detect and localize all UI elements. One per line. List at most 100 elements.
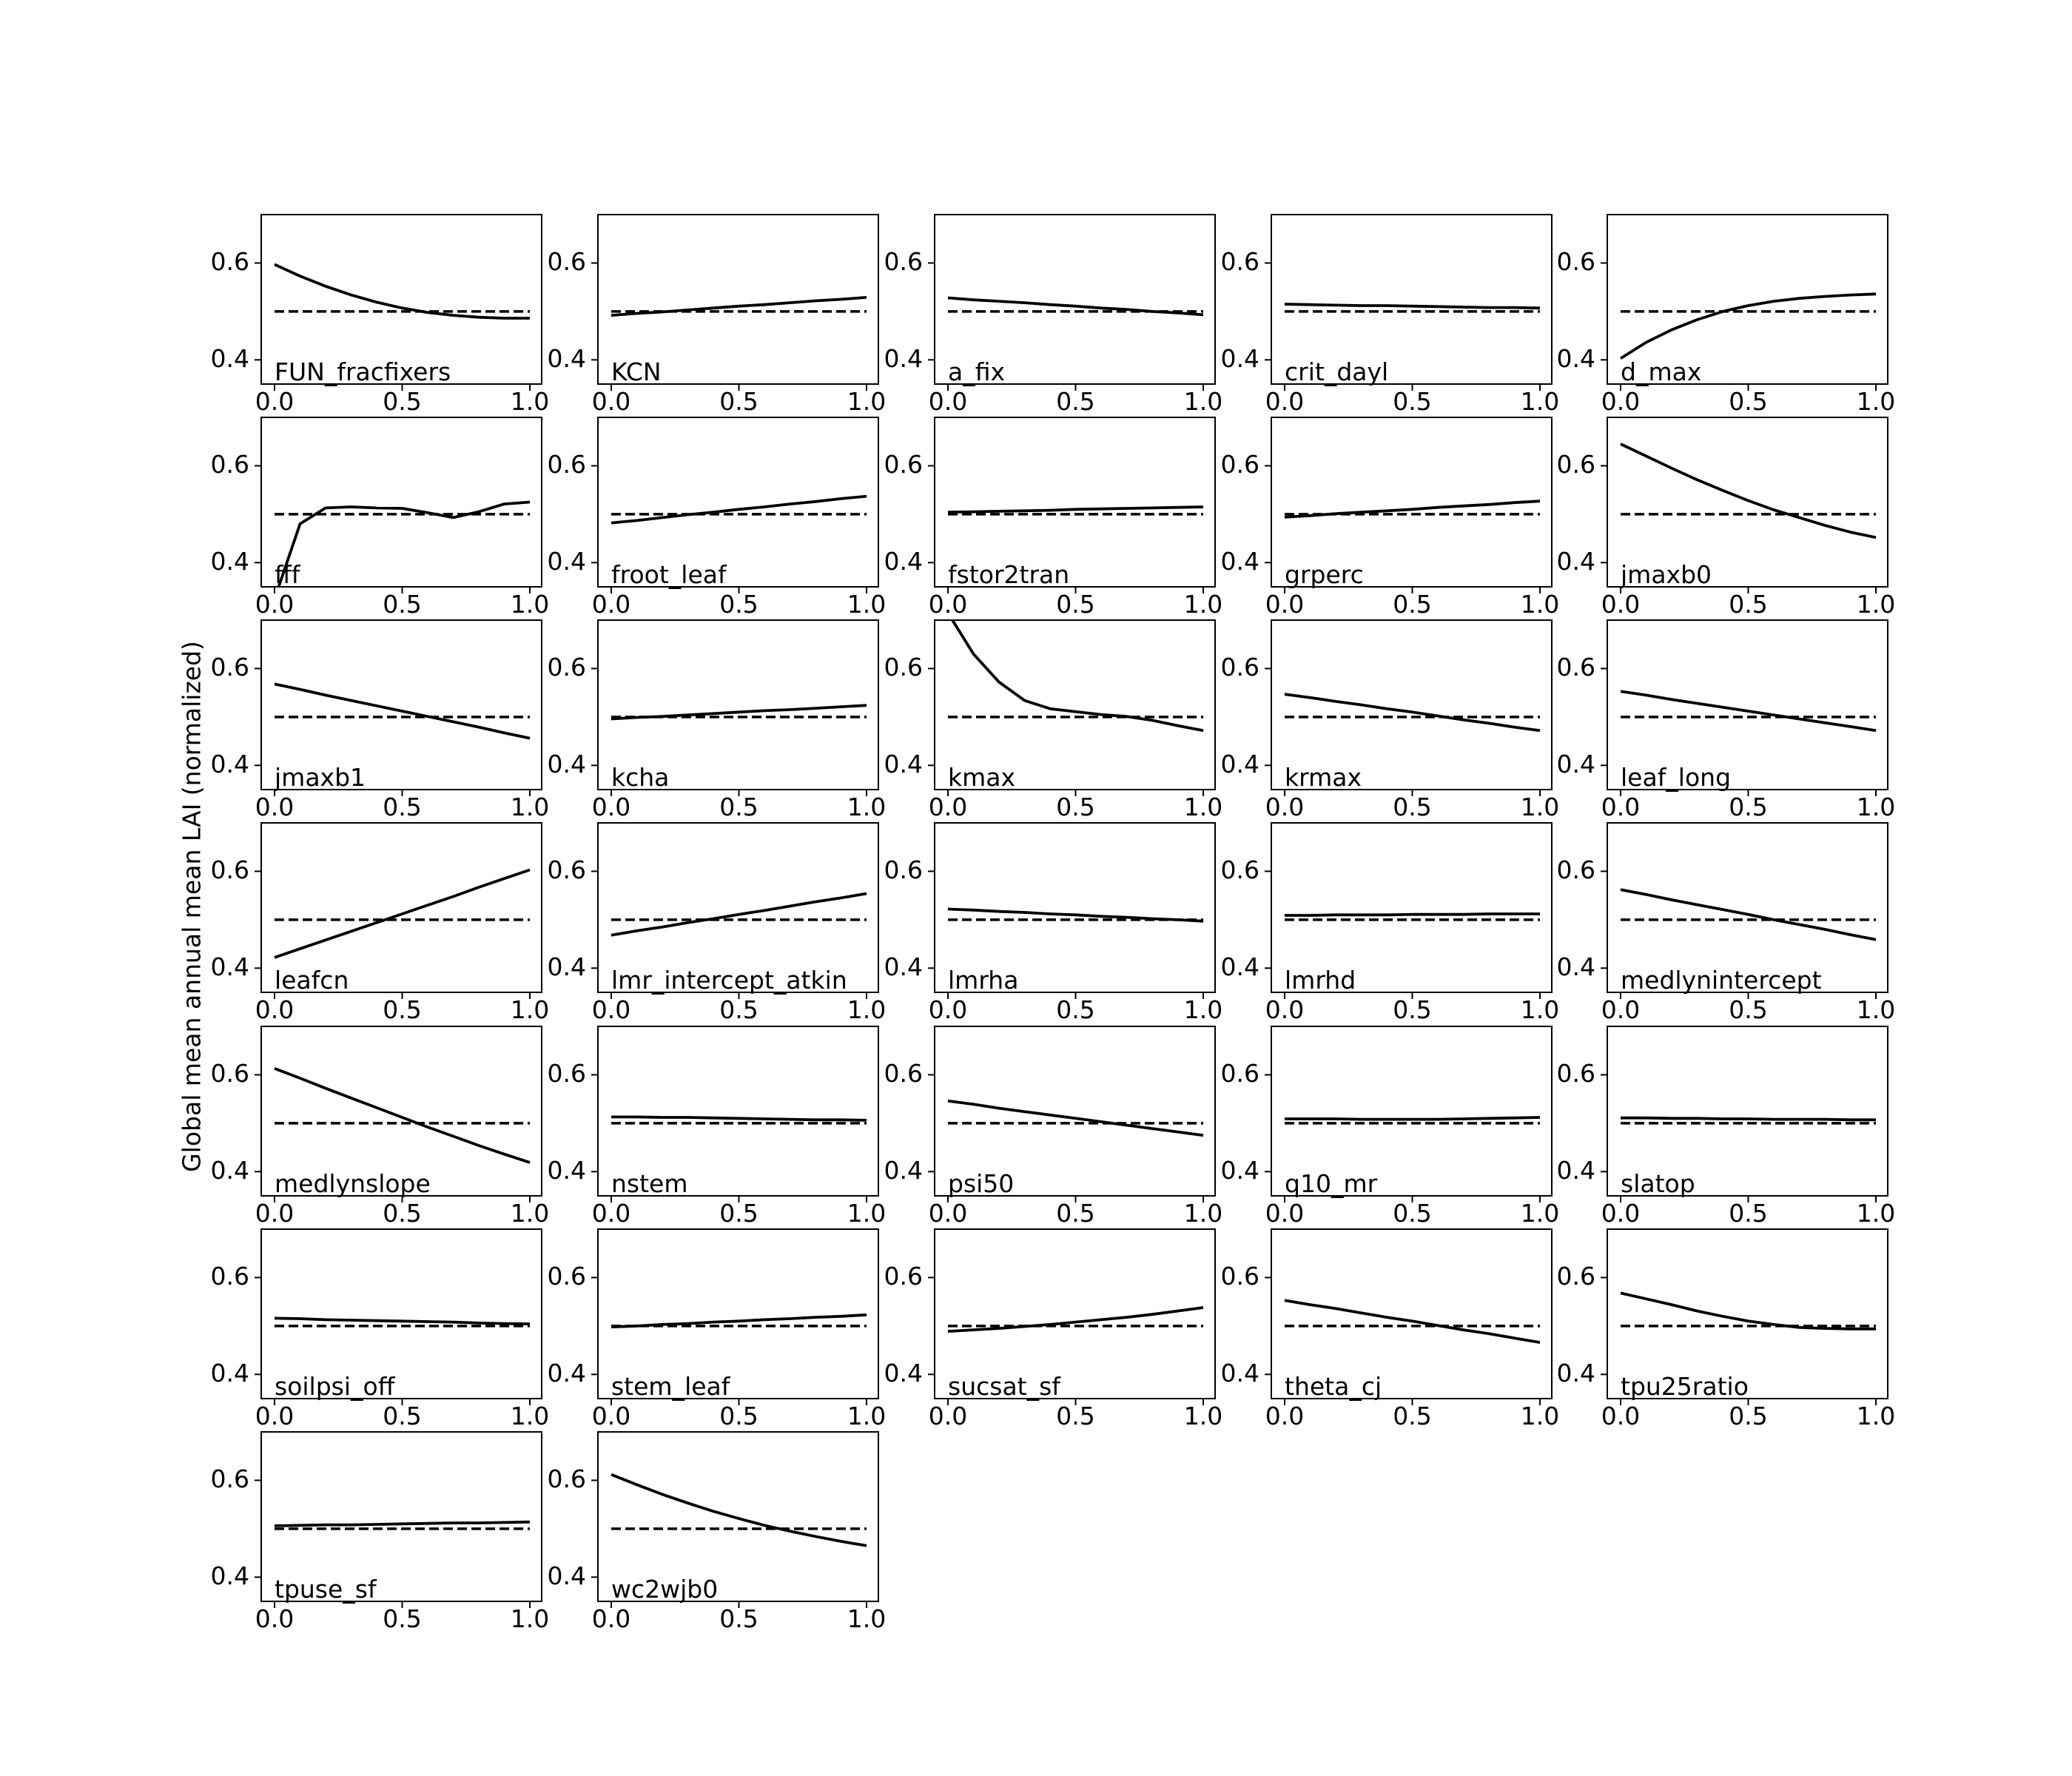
- x-tick-label: 0.5: [719, 1604, 758, 1633]
- x-tick-label: 0.0: [1265, 387, 1304, 416]
- y-tick-label: 0.4: [884, 547, 923, 576]
- x-tick-label: 0.0: [592, 1604, 630, 1633]
- x-tick-label: 0.5: [1056, 793, 1094, 821]
- series-line: [274, 868, 531, 959]
- x-tick-label: 1.0: [847, 1604, 886, 1633]
- x-tick-label: 0.0: [1601, 590, 1640, 619]
- panel-label: slatop: [1621, 1169, 1695, 1198]
- panel-label: wc2wjb0: [611, 1575, 718, 1604]
- x-tick-label: 0.0: [1601, 1402, 1640, 1430]
- x-tick-label: 0.0: [592, 995, 630, 1024]
- series-line: [1284, 303, 1541, 310]
- panel-fff: 0.4 0.6 0.0 0.5 1.0 fff: [211, 417, 549, 619]
- series-line: [1621, 1116, 1876, 1122]
- x-tick-label: 0.0: [592, 1199, 630, 1228]
- y-tick-label: 0.6: [211, 1262, 249, 1291]
- x-tick-label: 1.0: [847, 995, 886, 1024]
- x-tick-label: 0.0: [929, 1199, 967, 1228]
- x-tick-label: 0.0: [1265, 1402, 1304, 1430]
- y-tick-label: 0.6: [1557, 450, 1595, 479]
- x-tick-label: 0.5: [1729, 995, 1767, 1024]
- y-tick-label: 0.4: [211, 1156, 249, 1185]
- y-tick-label: 0.4: [884, 750, 923, 778]
- y-tick-label: 0.4: [548, 750, 586, 778]
- x-tick-label: 0.5: [1393, 590, 1431, 619]
- series-line: [1284, 500, 1541, 519]
- x-tick-label: 0.0: [1265, 1199, 1304, 1228]
- panel-label: jmaxb0: [1620, 560, 1712, 589]
- y-tick-label: 0.4: [548, 547, 586, 576]
- y-tick-label: 0.6: [884, 247, 923, 276]
- x-tick-label: 1.0: [511, 387, 549, 416]
- panel-label: krmax: [1285, 763, 1362, 792]
- x-tick-label: 0.5: [383, 1604, 421, 1633]
- panel-kmax: 0.4 0.6 0.0 0.5 1.0 kmax: [884, 619, 1222, 821]
- y-tick-label: 0.4: [884, 1156, 923, 1185]
- panel-leafcn: 0.4 0.6 0.0 0.5 1.0 leafcn: [211, 822, 549, 1024]
- y-tick-label: 0.4: [211, 547, 249, 576]
- x-tick-label: 1.0: [1521, 1199, 1559, 1228]
- x-tick-label: 1.0: [511, 1402, 549, 1430]
- y-tick-label: 0.6: [548, 247, 586, 276]
- x-tick-label: 0.5: [1056, 1402, 1094, 1430]
- series-line: [610, 296, 867, 317]
- x-tick-label: 0.5: [1056, 387, 1094, 416]
- panel-label: froot_leaf: [611, 560, 727, 589]
- x-tick-label: 1.0: [1184, 590, 1222, 619]
- panel-sucsat_sf: 0.4 0.6 0.0 0.5 1.0 sucsat_sf: [884, 1228, 1222, 1430]
- series-line: [610, 494, 867, 525]
- x-tick-label: 1.0: [511, 590, 549, 619]
- panel-a_fix: 0.4 0.6 0.0 0.5 1.0 a_fix: [884, 214, 1222, 416]
- x-tick-label: 0.0: [929, 793, 967, 821]
- y-tick-label: 0.4: [548, 1156, 586, 1185]
- x-tick-label: 1.0: [511, 1199, 549, 1228]
- panel-d_max: 0.4 0.6 0.0 0.5 1.0 d_max: [1557, 214, 1895, 416]
- x-tick-label: 1.0: [1184, 995, 1222, 1024]
- x-tick-label: 1.0: [1857, 995, 1895, 1024]
- panel-label: fstor2tran: [948, 560, 1069, 589]
- x-tick-label: 0.0: [255, 995, 294, 1024]
- panel-theta_cj: 0.4 0.6 0.0 0.5 1.0 theta_cj: [1221, 1228, 1559, 1430]
- x-tick-label: 0.5: [719, 793, 758, 821]
- x-tick-label: 0.5: [383, 793, 421, 821]
- y-tick-label: 0.4: [548, 952, 586, 981]
- panel-label: medlynintercept: [1621, 966, 1822, 995]
- x-tick-label: 0.0: [255, 1402, 294, 1430]
- x-tick-label: 0.5: [383, 995, 421, 1024]
- x-tick-label: 1.0: [847, 590, 886, 619]
- series-line: [1285, 912, 1540, 917]
- y-tick-label: 0.4: [1557, 1359, 1595, 1388]
- x-tick-label: 1.0: [1521, 793, 1559, 821]
- panel-label: medlynslope: [275, 1169, 431, 1198]
- x-tick-label: 0.0: [1601, 793, 1640, 821]
- y-tick-label: 0.4: [1221, 1359, 1259, 1388]
- series-line: [1620, 1291, 1876, 1331]
- y-tick-label: 0.4: [1221, 1156, 1259, 1185]
- x-tick-label: 0.0: [1601, 995, 1640, 1024]
- axes-frame: [260, 417, 542, 588]
- y-tick-label: 0.4: [884, 952, 923, 981]
- x-tick-label: 0.5: [719, 995, 758, 1024]
- panel-soilpsi_off: 0.4 0.6 0.0 0.5 1.0 soilpsi_off: [211, 1228, 549, 1430]
- panel-label: leaf_long: [1621, 763, 1731, 792]
- y-tick-label: 0.4: [1221, 344, 1259, 373]
- y-tick-label: 0.6: [548, 1262, 586, 1291]
- y-tick-label: 0.4: [548, 1561, 586, 1590]
- x-tick-label: 1.0: [1857, 793, 1895, 821]
- series-line: [1620, 888, 1877, 941]
- x-tick-label: 0.5: [719, 590, 758, 619]
- y-tick-label: 0.6: [1557, 855, 1595, 884]
- y-tick-label: 0.4: [884, 1359, 923, 1388]
- x-tick-label: 0.5: [1393, 1402, 1431, 1430]
- x-tick-label: 1.0: [847, 1402, 886, 1430]
- x-tick-label: 0.0: [929, 387, 967, 416]
- y-tick-label: 0.6: [884, 1059, 923, 1088]
- y-tick-label: 0.6: [211, 653, 249, 682]
- panel-label: kcha: [611, 763, 669, 792]
- panel-label: tpuse_sf: [275, 1575, 377, 1604]
- x-tick-label: 0.5: [1393, 1199, 1431, 1228]
- y-tick-label: 0.4: [211, 1359, 249, 1388]
- x-tick-label: 0.0: [255, 1604, 294, 1633]
- series-line: [947, 505, 1204, 514]
- series-line: [274, 1316, 531, 1326]
